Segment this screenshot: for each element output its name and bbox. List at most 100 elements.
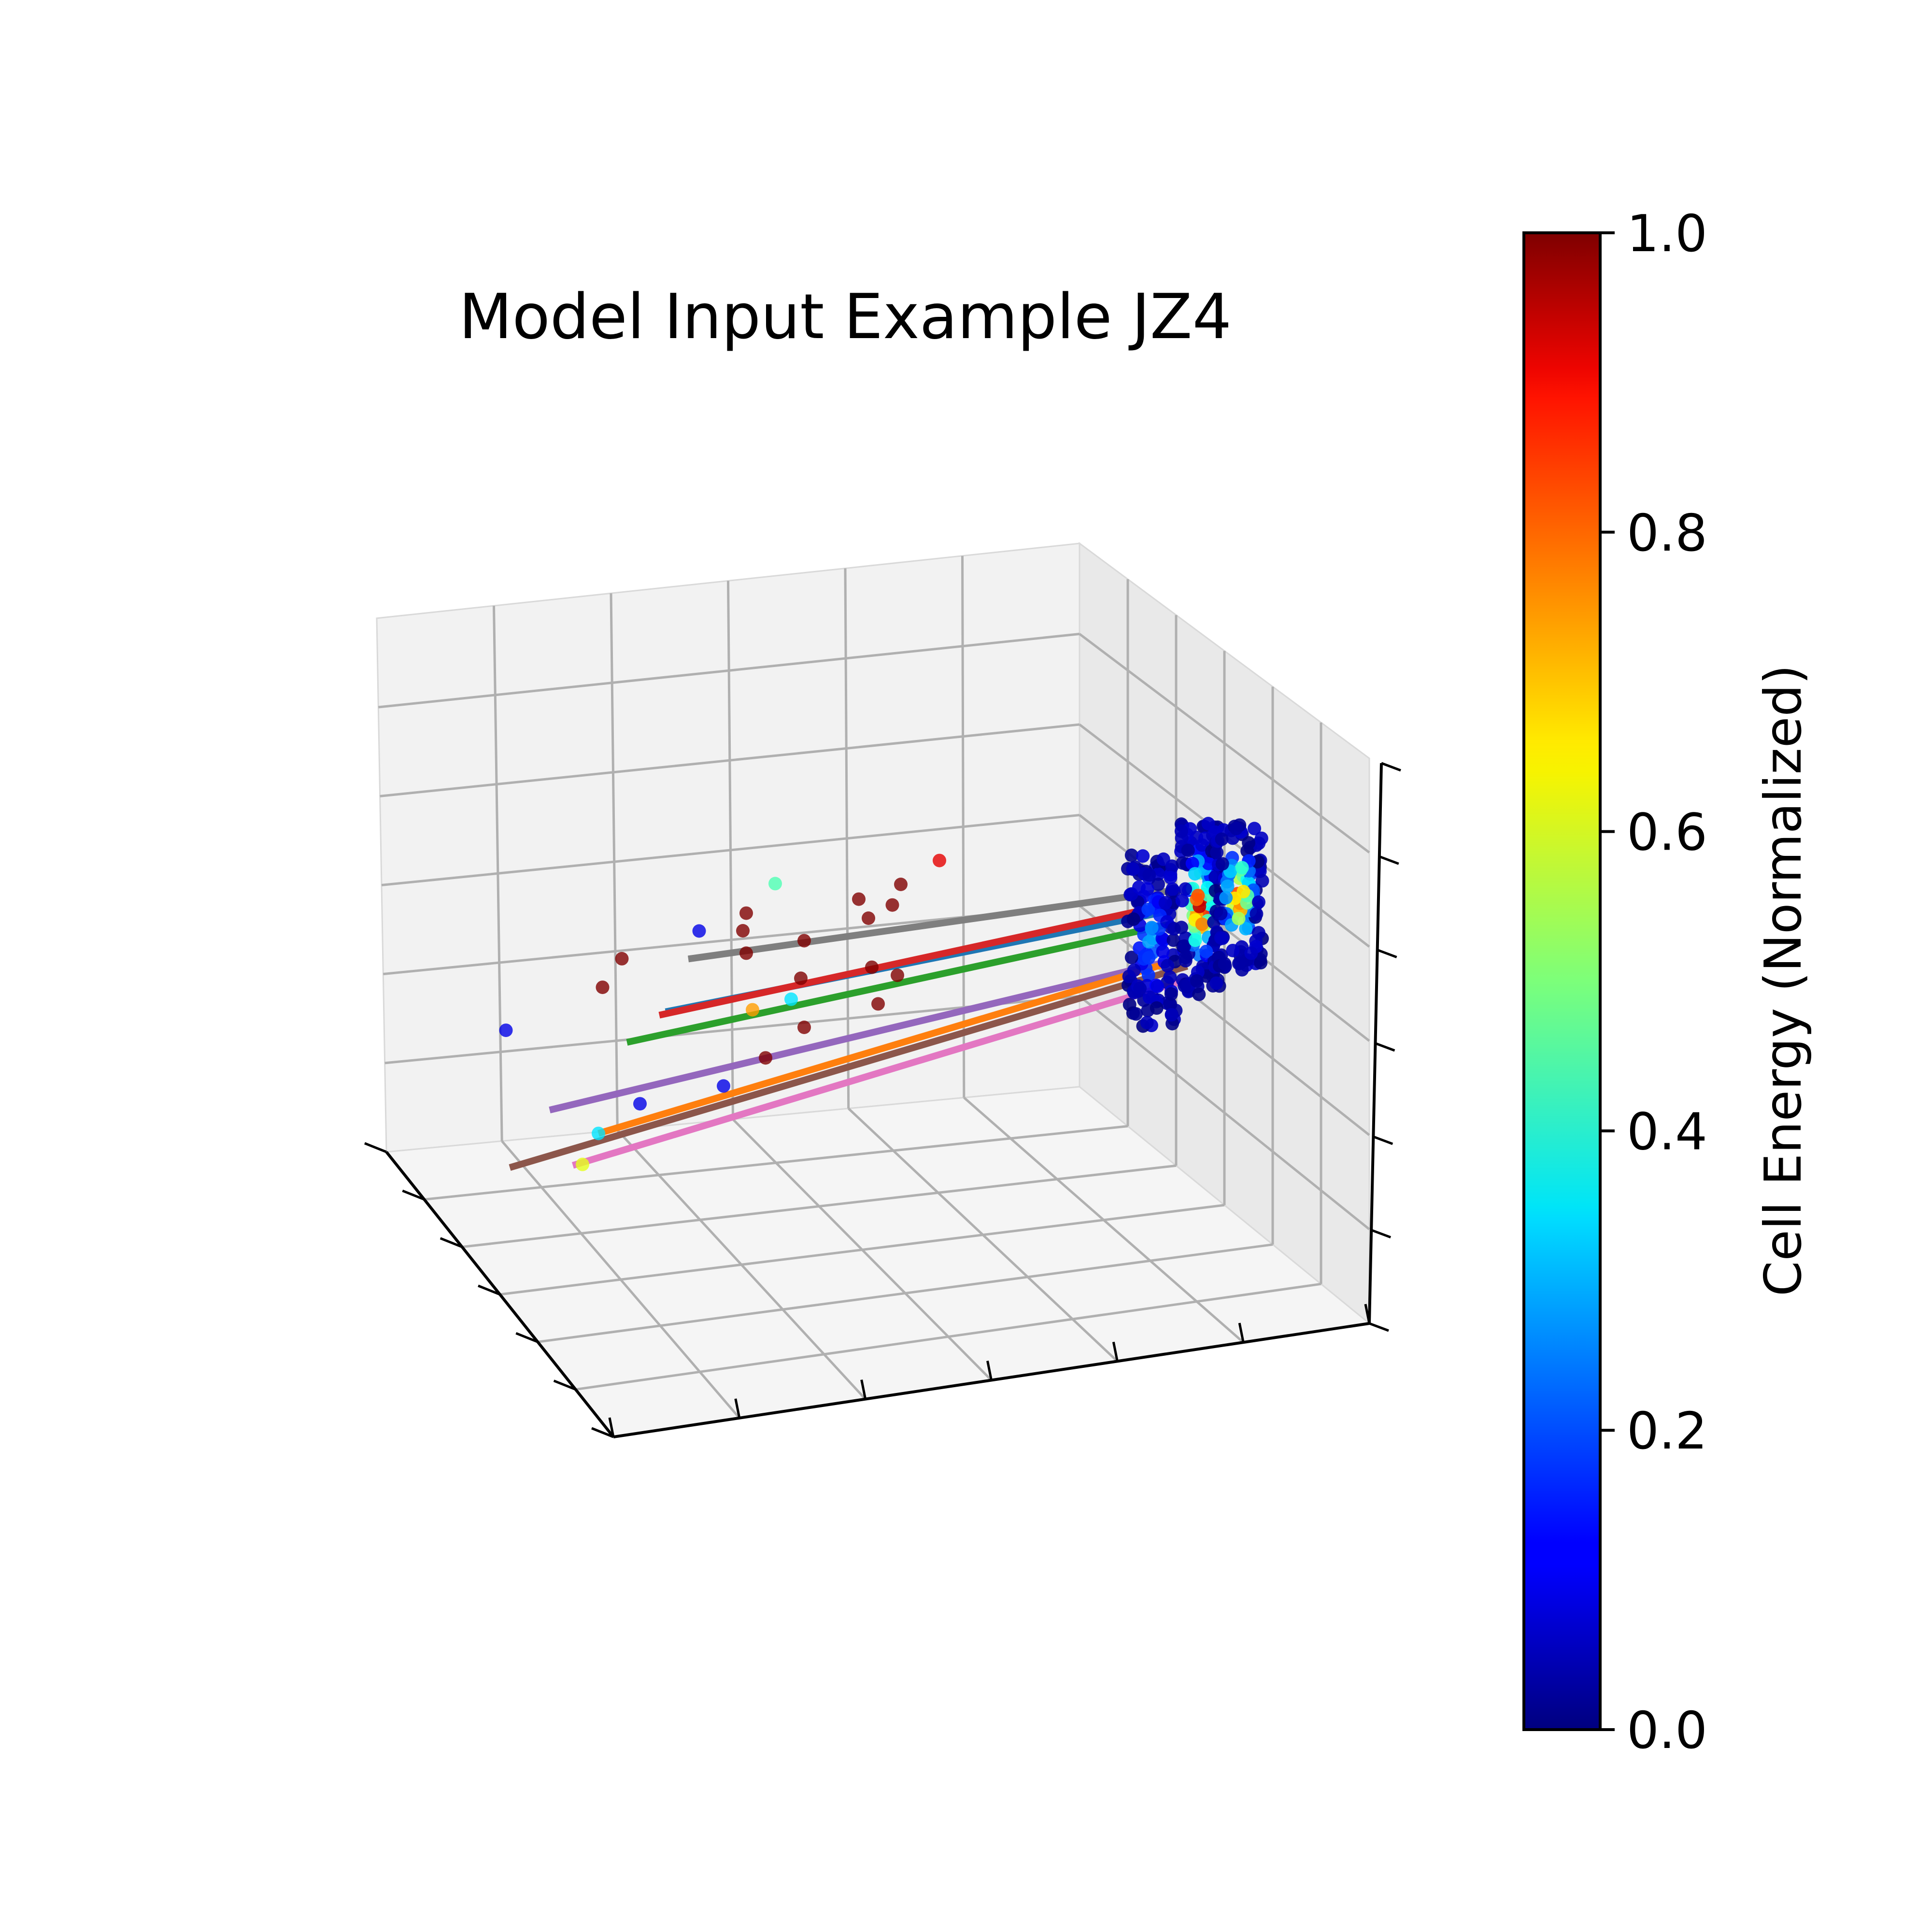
x-axis-tick bbox=[1112, 1341, 1119, 1362]
cell-point bbox=[862, 911, 875, 925]
colorbar: 0.0 0.2 0.4 0.6 0.8 1.0 Cell Energy (Normaliz… bbox=[1522, 204, 1813, 1760]
cell-point bbox=[499, 1023, 513, 1037]
track-line bbox=[571, 976, 1189, 1169]
chart-title: Model Input Example JZ4 bbox=[459, 281, 1232, 353]
colorbar-tick-label: 0.4 bbox=[1627, 1102, 1707, 1161]
cell-point bbox=[692, 924, 706, 938]
cluster-cell bbox=[1142, 990, 1156, 1004]
cell-point bbox=[797, 1021, 811, 1034]
cluster-cell bbox=[1252, 836, 1266, 850]
y-axis-tick bbox=[553, 1379, 576, 1391]
z-axis-tick bbox=[1375, 1042, 1395, 1052]
cluster-cell bbox=[1232, 956, 1246, 970]
cluster-cell bbox=[1126, 912, 1140, 926]
cluster-cell bbox=[1244, 946, 1258, 960]
z-axis-tick bbox=[1369, 1322, 1389, 1332]
cluster-cell bbox=[1136, 849, 1150, 863]
cell-point bbox=[633, 1097, 647, 1111]
z-axis-tick bbox=[1373, 1135, 1393, 1145]
cluster-cell bbox=[1127, 963, 1141, 977]
track-line bbox=[658, 900, 1172, 1019]
y-axis-tick bbox=[402, 1190, 425, 1201]
cluster-cell bbox=[1178, 939, 1192, 953]
cluster-cell bbox=[1150, 1001, 1164, 1015]
cell-point bbox=[615, 952, 629, 966]
cluster-cell bbox=[1235, 861, 1249, 875]
cell-point bbox=[852, 892, 866, 906]
track-lines bbox=[509, 887, 1189, 1171]
cell-point bbox=[871, 997, 885, 1011]
cluster-cell bbox=[1141, 968, 1155, 982]
cluster-cell bbox=[1190, 974, 1204, 988]
cluster-cell bbox=[1242, 836, 1256, 850]
cluster-cell bbox=[1142, 935, 1156, 949]
colorbar-tick-label: 1.0 bbox=[1627, 204, 1707, 263]
cell-point bbox=[885, 898, 899, 912]
track-line bbox=[509, 963, 1188, 1171]
cluster-cell bbox=[1156, 945, 1170, 959]
colorbar-tick-label: 0.2 bbox=[1627, 1402, 1707, 1461]
track-line bbox=[688, 887, 1172, 963]
track-line bbox=[626, 921, 1172, 1046]
colorbar-tick-label: 0.6 bbox=[1627, 803, 1707, 862]
cluster-cell bbox=[1163, 997, 1177, 1011]
cell-points bbox=[499, 817, 1269, 1171]
cluster-cell bbox=[1221, 879, 1235, 893]
cluster-cell bbox=[1214, 907, 1228, 921]
cluster-cell bbox=[1165, 882, 1179, 896]
colorbar-gradient bbox=[1522, 231, 1602, 1731]
cluster-cell bbox=[1156, 852, 1170, 866]
x-axis-tick bbox=[1364, 1304, 1371, 1324]
cell-point bbox=[891, 968, 904, 982]
cell-point bbox=[894, 878, 908, 891]
cluster-cell bbox=[1192, 987, 1206, 1001]
cluster-cell bbox=[1195, 838, 1209, 852]
cell-point bbox=[797, 934, 811, 948]
cluster-cell bbox=[1140, 882, 1154, 896]
z-axis-tick bbox=[1377, 949, 1397, 959]
cluster-cell bbox=[1218, 957, 1232, 971]
cluster-cell bbox=[1215, 832, 1229, 846]
cell-point bbox=[794, 971, 808, 985]
cluster-cell bbox=[1164, 987, 1178, 1001]
track-line bbox=[597, 961, 1164, 1137]
cluster-cell bbox=[1179, 951, 1193, 965]
cluster-cell bbox=[1214, 931, 1228, 945]
x-axis-tick bbox=[1238, 1322, 1245, 1343]
track-line bbox=[549, 958, 1169, 1114]
cell-point bbox=[768, 877, 782, 891]
cluster-cell bbox=[1191, 889, 1205, 903]
x-axis-tick bbox=[986, 1361, 993, 1380]
cell-point bbox=[865, 960, 879, 974]
cluster-cell bbox=[1133, 981, 1147, 995]
cluster-cell bbox=[1179, 882, 1193, 896]
cluster-cell bbox=[1215, 857, 1229, 871]
cluster-cell bbox=[1165, 1008, 1179, 1022]
cluster-cell bbox=[1140, 1016, 1154, 1030]
colorbar-label: Cell Energy (Normalized) bbox=[1754, 665, 1813, 1296]
z-axis-tick bbox=[1381, 762, 1401, 772]
cluster-cell bbox=[1145, 921, 1159, 935]
colorbar-tick-label: 0.8 bbox=[1627, 504, 1707, 563]
cluster-cell bbox=[1185, 856, 1199, 870]
cell-point bbox=[592, 1126, 605, 1140]
cluster-cell bbox=[1164, 870, 1178, 884]
back-grid-line bbox=[961, 555, 966, 1098]
y-axis-tick bbox=[478, 1284, 500, 1296]
cluster-cell bbox=[1151, 878, 1165, 892]
z-axis-tick bbox=[1371, 1229, 1392, 1239]
cell-point bbox=[784, 992, 798, 1006]
cell-point bbox=[717, 1079, 730, 1093]
3d-axes bbox=[364, 542, 1401, 1438]
cluster-cell bbox=[1129, 1007, 1143, 1021]
cluster-cell bbox=[1188, 867, 1202, 881]
cluster-cell bbox=[1142, 868, 1156, 882]
x-axis-tick bbox=[608, 1417, 615, 1437]
cluster-cell bbox=[1232, 911, 1246, 925]
x-axis-tick bbox=[860, 1379, 867, 1400]
cluster-cell bbox=[1251, 895, 1265, 909]
y-axis-tick bbox=[440, 1237, 463, 1248]
cluster-cell bbox=[1151, 980, 1165, 994]
cluster-cell bbox=[1250, 907, 1264, 921]
